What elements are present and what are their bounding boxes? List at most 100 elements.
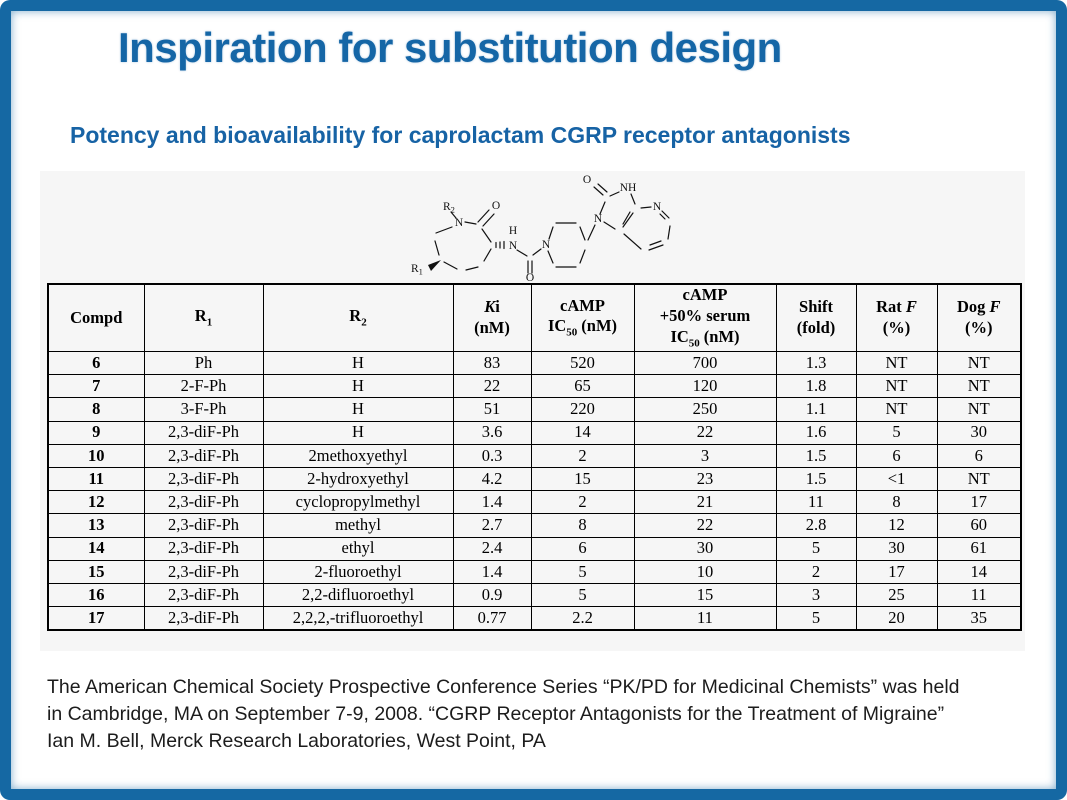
cell-camp: 15 [530,466,635,492]
cell-ki: 1.4 [452,490,532,515]
wedge-bond [428,260,441,271]
table-header-row: Compd R1 R2 Ki (nM) cAMP IC50 (nM) cAMP +… [47,283,1022,352]
cell-camp: 5 [530,559,635,584]
table-row: 9 2,3-diF-Ph H 3.6 14 22 1.6 5 30 [47,420,1022,445]
cell-compd: 9 [47,420,145,445]
cell-compd: 13 [47,513,145,538]
cell-camp_serum: 22 [633,420,777,445]
cell-rat_f: 30 [855,536,938,561]
cell-r1: 2-F-Ph [143,374,264,399]
cell-r2: 2-hydroxyethyl [262,466,454,492]
cell-shift: 1.6 [775,420,857,445]
cell-dog_f: NT [936,397,1022,422]
imidazolone-nh-label: NH [620,182,637,194]
table-row: 15 2,3-diF-Ph 2-fluoroethyl 1.4 5 10 2 17 14 [47,559,1022,584]
lactam-o-label: O [492,200,500,212]
imidazole-n-label: N [594,213,603,225]
cell-shift: 5 [775,606,857,631]
piperidine-n-label: N [542,239,551,251]
col-header-compd: Compd [47,283,145,352]
cell-rat_f: 6 [855,443,938,468]
table-body: 6 Ph H 83 520 700 1.3 NT NT 7 2-F-Ph H 22 65 120 1.8 NT N… [47,350,1022,631]
cell-dog_f: 17 [936,490,1022,515]
urea-h-label: H [509,225,517,237]
cell-r2: H [262,350,454,376]
cell-camp_serum: 23 [633,466,777,492]
cell-ki: 2.7 [452,513,532,538]
cell-rat_f: NT [855,374,938,399]
cell-rat_f: 5 [855,420,938,445]
slide-subtitle: Potency and bioavailability for caprolac… [70,122,851,148]
cell-rat_f: 8 [855,490,938,515]
cell-r1: 2,3-diF-Ph [143,606,264,631]
cell-r1: 2,3-diF-Ph [143,536,264,561]
cell-shift: 3 [775,582,857,608]
cell-dog_f: 14 [936,559,1022,584]
cell-r2: H [262,374,454,399]
col-header-camp-serum: cAMP +50% serum IC50 (nM) [633,283,777,352]
cell-compd: 17 [47,606,145,631]
cell-r1: 2,3-diF-Ph [143,513,264,538]
cell-compd: 10 [47,443,145,468]
urea-o-label: O [526,272,534,283]
cell-ki: 1.4 [452,559,532,584]
col-header-camp: cAMP IC50 (nM) [530,283,635,352]
table-row: 12 2,3-diF-Ph cyclopropylmethyl 1.4 2 21 11 8 17 [47,490,1022,515]
cell-camp: 5 [530,582,635,608]
cell-camp: 2 [530,490,635,515]
cell-ki: 4.2 [452,466,532,492]
cell-ki: 0.3 [452,443,532,468]
cell-r2: cyclopropylmethyl [262,490,454,515]
cell-compd: 14 [47,536,145,561]
cell-r1: 3-F-Ph [143,397,264,422]
cell-dog_f: NT [936,466,1022,492]
pyridine-n-label: N [653,201,662,213]
cell-rat_f: 17 [855,559,938,584]
cell-compd: 16 [47,582,145,608]
cell-r2: 2,2-difluoroethyl [262,582,454,608]
cell-camp: 220 [530,397,635,422]
cell-shift: 2 [775,559,857,584]
cell-r2: 2methoxyethyl [262,443,454,468]
cell-rat_f: 20 [855,606,938,631]
col-header-dog-f: Dog F (%) [936,283,1022,352]
compound-table: Compd R1 R2 Ki (nM) cAMP IC50 (nM) cAMP +… [47,283,1022,632]
cell-r2: ethyl [262,536,454,561]
citation-line: Ian M. Bell, Merck Research Laboratories… [47,730,546,752]
cell-r1: 2,3-diF-Ph [143,559,264,584]
cell-shift: 11 [775,490,857,515]
cell-ki: 0.9 [452,582,532,608]
table-row: 11 2,3-diF-Ph 2-hydroxyethyl 4.2 15 23 1.5 <1 NT [47,466,1022,492]
cell-r2: methyl [262,513,454,538]
cell-dog_f: 61 [936,536,1022,561]
cell-dog_f: NT [936,350,1022,376]
cell-camp_serum: 10 [633,559,777,584]
cell-ki: 2.4 [452,536,532,561]
chemical-structure-diagram: R2 N O H N R1 O N N O NH N [385,168,690,283]
cell-dog_f: 35 [936,606,1022,631]
cell-camp_serum: 3 [633,443,777,468]
cell-shift: 5 [775,536,857,561]
table-row: 8 3-F-Ph H 51 220 250 1.1 NT NT [47,397,1022,422]
cell-camp_serum: 21 [633,490,777,515]
chemical-structure-svg: R2 N O H N R1 O N N O NH N [411,174,671,283]
cell-dog_f: NT [936,374,1022,399]
citation-line: in Cambridge, MA on September 7-9, 2008.… [47,703,945,725]
cell-camp: 2.2 [530,606,635,631]
cell-dog_f: 6 [936,443,1022,468]
cell-ki: 51 [452,397,532,422]
cell-ki: 83 [452,350,532,376]
cell-rat_f: <1 [855,466,938,492]
cell-r1: 2,3-diF-Ph [143,490,264,515]
cell-shift: 1.1 [775,397,857,422]
cell-camp: 520 [530,350,635,376]
cell-rat_f: 25 [855,582,938,608]
col-header-r1: R1 [143,283,264,352]
cell-shift: 1.8 [775,374,857,399]
cell-compd: 7 [47,374,145,399]
cell-shift: 2.8 [775,513,857,538]
cell-camp: 8 [530,513,635,538]
cell-ki: 22 [452,374,532,399]
cell-rat_f: NT [855,397,938,422]
cell-r1: Ph [143,350,264,376]
